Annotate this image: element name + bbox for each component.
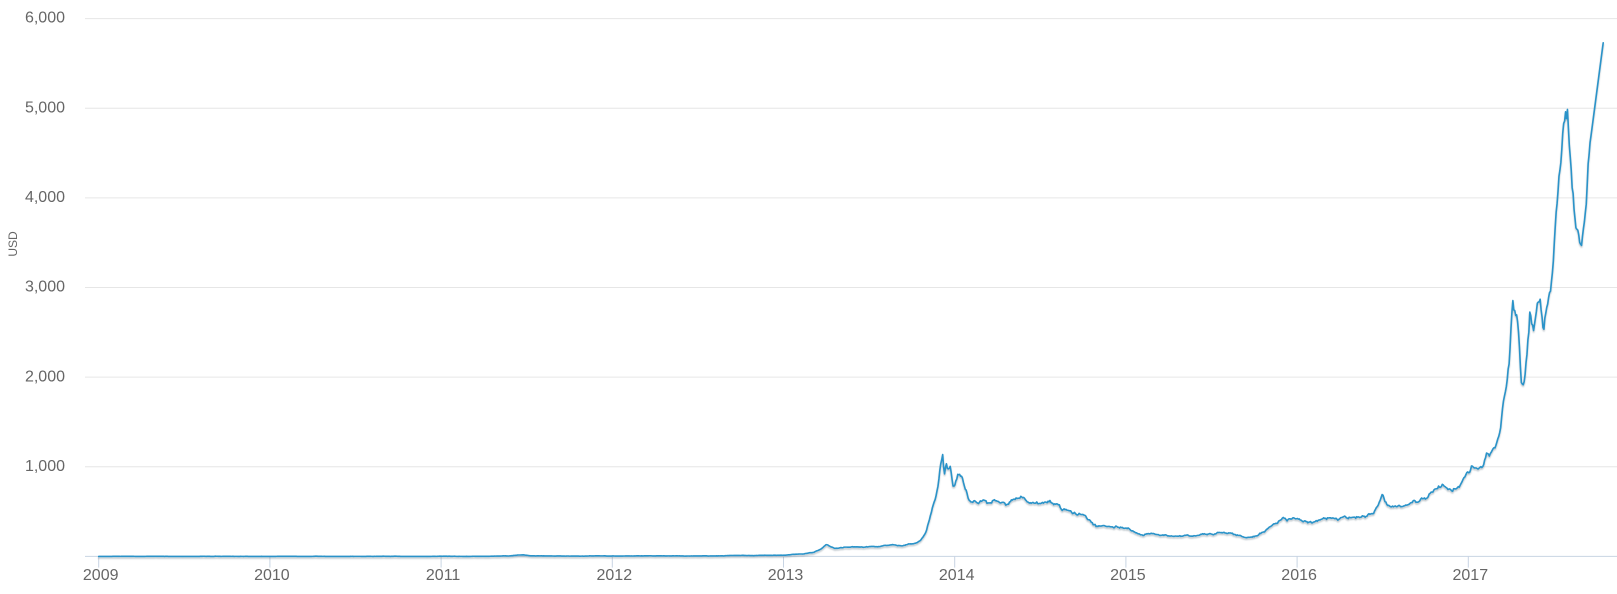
svg-text:2,000: 2,000 bbox=[25, 368, 65, 385]
svg-text:5,000: 5,000 bbox=[25, 99, 65, 116]
svg-text:2015: 2015 bbox=[1110, 567, 1146, 584]
svg-text:2009: 2009 bbox=[83, 567, 119, 584]
svg-text:2012: 2012 bbox=[597, 567, 633, 584]
svg-text:2013: 2013 bbox=[768, 567, 804, 584]
svg-text:2010: 2010 bbox=[254, 567, 290, 584]
svg-text:1,000: 1,000 bbox=[25, 458, 65, 475]
svg-text:6,000: 6,000 bbox=[25, 10, 65, 27]
svg-text:3,000: 3,000 bbox=[25, 279, 65, 296]
svg-text:2016: 2016 bbox=[1281, 567, 1317, 584]
svg-text:USD: USD bbox=[6, 231, 20, 257]
svg-text:2014: 2014 bbox=[939, 567, 975, 584]
svg-text:4,000: 4,000 bbox=[25, 189, 65, 206]
svg-text:2011: 2011 bbox=[426, 567, 461, 584]
svg-text:2017: 2017 bbox=[1453, 567, 1489, 584]
